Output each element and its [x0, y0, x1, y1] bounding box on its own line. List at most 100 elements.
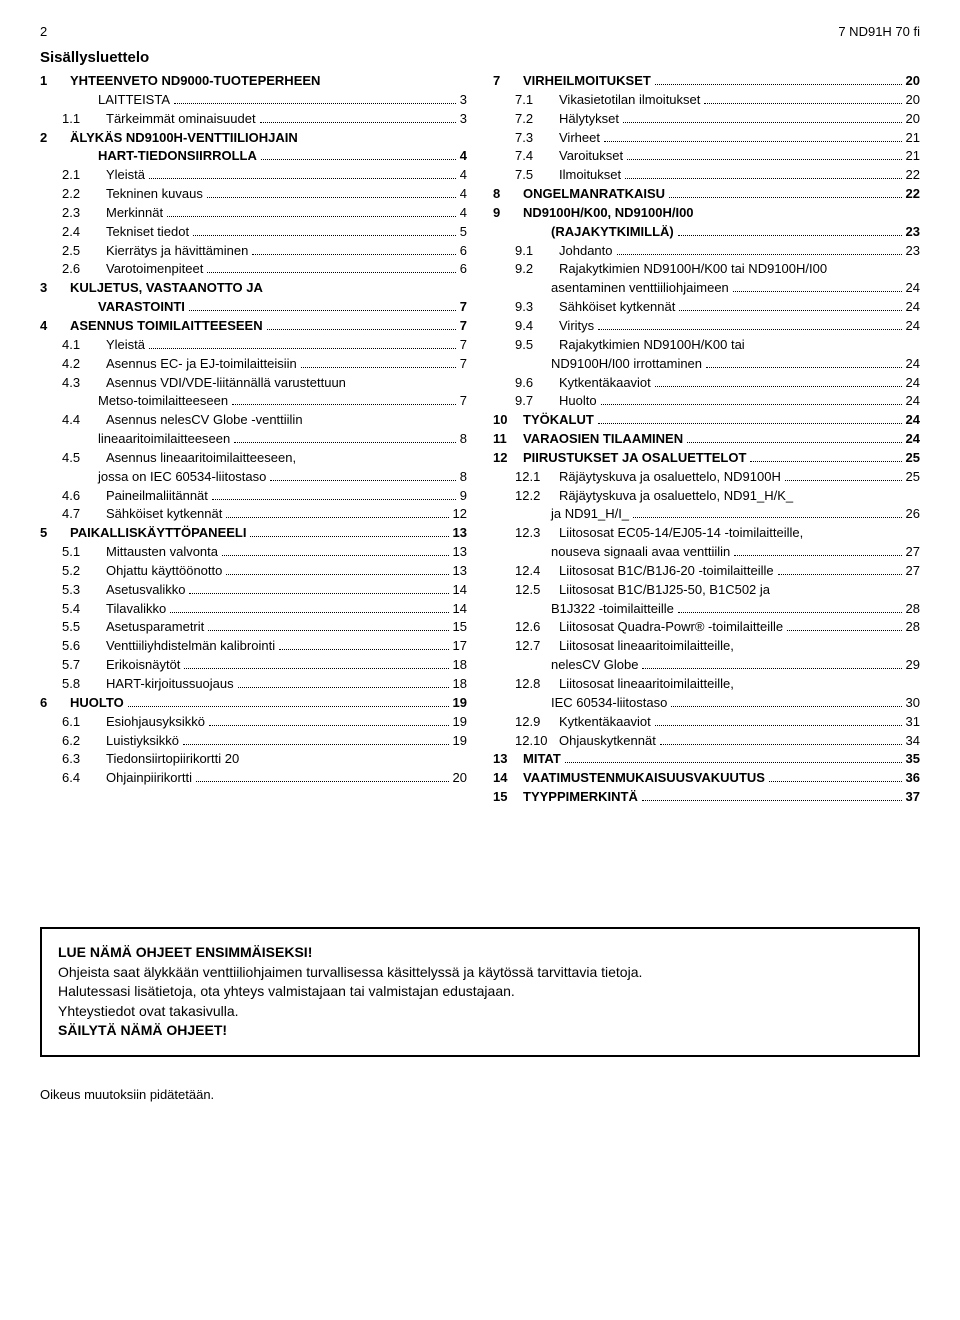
toc-leader — [222, 555, 449, 556]
toc-entry: 3KULJETUS, VASTAANOTTO JA — [40, 279, 467, 298]
toc-number: 4.6 — [40, 487, 106, 506]
toc-subentry: 5.7Erikoisnäytöt18 — [40, 656, 467, 675]
toc-number: 5.8 — [40, 675, 106, 694]
toc-label: Varoitukset — [559, 147, 623, 166]
toc-subentry: 7.1Vikasietotilan ilmoitukset20 — [493, 91, 920, 110]
toc-leader — [750, 461, 901, 462]
toc-subentry: 6.3Tiedonsiirtopiirikortti 20 — [40, 750, 467, 769]
toc-subentry: 12.9Kytkentäkaaviot31 — [493, 713, 920, 732]
toc-label: Yleistä — [106, 336, 145, 355]
toc-subentry: 9.2Rajakytkimien ND9100H/K00 tai ND9100H… — [493, 260, 920, 279]
toc-number: 1 — [40, 72, 70, 91]
toc-label: PAIKALLISKÄYTTÖPANEELI — [70, 524, 246, 543]
toc-subentry: 9.1Johdanto23 — [493, 242, 920, 261]
toc-label: Johdanto — [559, 242, 613, 261]
toc-number: 12.6 — [493, 618, 559, 637]
toc-leader — [226, 574, 448, 575]
toc-subentry: 5.1Mittausten valvonta13 — [40, 543, 467, 562]
toc-leader — [234, 442, 456, 443]
toc-number: 12.4 — [493, 562, 559, 581]
toc-label: nelesCV Globe — [551, 656, 638, 675]
toc-label: YHTEENVETO ND9000-TUOTEPERHEEN — [70, 72, 320, 91]
toc-leader — [128, 706, 449, 707]
toc-label: Liitososat EC05-14/EJ05-14 -toimilaittei… — [559, 524, 803, 543]
toc-page: 20 — [906, 72, 920, 91]
toc-page: 9 — [460, 487, 467, 506]
toc-number: 2.4 — [40, 223, 106, 242]
toc-page: 20 — [906, 91, 920, 110]
toc-leader — [678, 235, 902, 236]
toc-label: nouseva signaali avaa venttiilin — [551, 543, 730, 562]
toc-leader — [232, 404, 456, 405]
toc-number: 13 — [493, 750, 523, 769]
toc-number: 12.8 — [493, 675, 559, 694]
toc-number: 5 — [40, 524, 70, 543]
toc-subentry: 7.3Virheet21 — [493, 129, 920, 148]
toc-number: 9.3 — [493, 298, 559, 317]
toc-subentry: 4.6Paineilmaliitännät9 — [40, 487, 467, 506]
toc-subentry: 6.2Luistiyksikkö19 — [40, 732, 467, 751]
toc-number: 7 — [493, 72, 523, 91]
toc-entry: 13MITAT35 — [493, 750, 920, 769]
toc-leader — [655, 84, 902, 85]
toc-label: Mittausten valvonta — [106, 543, 218, 562]
toc-leader — [660, 744, 902, 745]
toc-label: Tärkeimmät ominaisuudet — [106, 110, 256, 129]
toc-page: 24 — [906, 430, 920, 449]
footer-text: Oikeus muutoksiin pidätetään. — [40, 1087, 920, 1102]
toc-number: 12.9 — [493, 713, 559, 732]
toc-number: 9 — [493, 204, 523, 223]
toc-label: Venttiiliyhdistelmän kalibrointi — [106, 637, 275, 656]
toc-label: lineaaritoimilaitteeseen — [98, 430, 230, 449]
toc-subentry: 12.10Ohjauskytkennät34 — [493, 732, 920, 751]
toc-page: 31 — [906, 713, 920, 732]
toc-leader — [189, 593, 448, 594]
toc-label: VAATIMUSTENMUKAISUUSVAKUUTUS — [523, 769, 765, 788]
toc-label: VIRHEILMOITUKSET — [523, 72, 651, 91]
toc-leader — [196, 781, 449, 782]
toc-label: HUOLTO — [70, 694, 124, 713]
toc-number: 4.3 — [40, 374, 106, 393]
toc-page: 12 — [453, 505, 467, 524]
toc-number: 9.7 — [493, 392, 559, 411]
toc-label: Asennus EC- ja EJ-toimilaitteisiin — [106, 355, 297, 374]
notice-text: Yhteystiedot ovat takasivulla. — [58, 1002, 902, 1022]
toc-label: Ohjattu käyttöönotto — [106, 562, 222, 581]
toc-label: Luistiyksikkö — [106, 732, 179, 751]
toc-number: 2.3 — [40, 204, 106, 223]
toc-label: VARASTOINTI — [98, 298, 185, 317]
toc-leader — [778, 574, 902, 575]
toc-label: Yleistä — [106, 166, 145, 185]
toc-leader — [184, 668, 448, 669]
toc-page: 19 — [453, 694, 467, 713]
toc-leader — [174, 103, 456, 104]
toc-label: jossa on IEC 60534-liitostaso — [98, 468, 266, 487]
toc-page: 28 — [906, 618, 920, 637]
toc-subentry: 5.8HART-kirjoitussuojaus18 — [40, 675, 467, 694]
toc-page: 5 — [460, 223, 467, 242]
toc-leader — [706, 367, 902, 368]
toc-number: 7.3 — [493, 129, 559, 148]
toc-label: Liitososat Quadra-Powr® -toimilaitteille — [559, 618, 783, 637]
toc-continuation: ja ND91_H/I_26 — [493, 505, 920, 524]
toc-entry: 6HUOLTO19 — [40, 694, 467, 713]
toc-page: 29 — [906, 656, 920, 675]
toc-label: Erikoisnäytöt — [106, 656, 180, 675]
toc-subentry: 12.3Liitososat EC05-14/EJ05-14 -toimilai… — [493, 524, 920, 543]
toc-label: Virheet — [559, 129, 600, 148]
toc-number: 5.7 — [40, 656, 106, 675]
toc-label: Ohjauskytkennät — [559, 732, 656, 751]
toc-page: 3 — [460, 110, 467, 129]
toc-leader — [601, 404, 902, 405]
toc-continuation: lineaaritoimilaitteeseen 8 — [40, 430, 467, 449]
toc-number: 5.6 — [40, 637, 106, 656]
toc-label: MITAT — [523, 750, 561, 769]
toc-subentry: 9.4Viritys24 — [493, 317, 920, 336]
toc-number: 12 — [493, 449, 523, 468]
toc-continuation: nelesCV Globe 29 — [493, 656, 920, 675]
toc-continuation: LAITTEISTA3 — [40, 91, 467, 110]
toc-label: Ohjainpiirikortti — [106, 769, 192, 788]
toc-page: 8 — [460, 430, 467, 449]
toc-entry: 1YHTEENVETO ND9000-TUOTEPERHEEN — [40, 72, 467, 91]
toc-number: 12.5 — [493, 581, 559, 600]
